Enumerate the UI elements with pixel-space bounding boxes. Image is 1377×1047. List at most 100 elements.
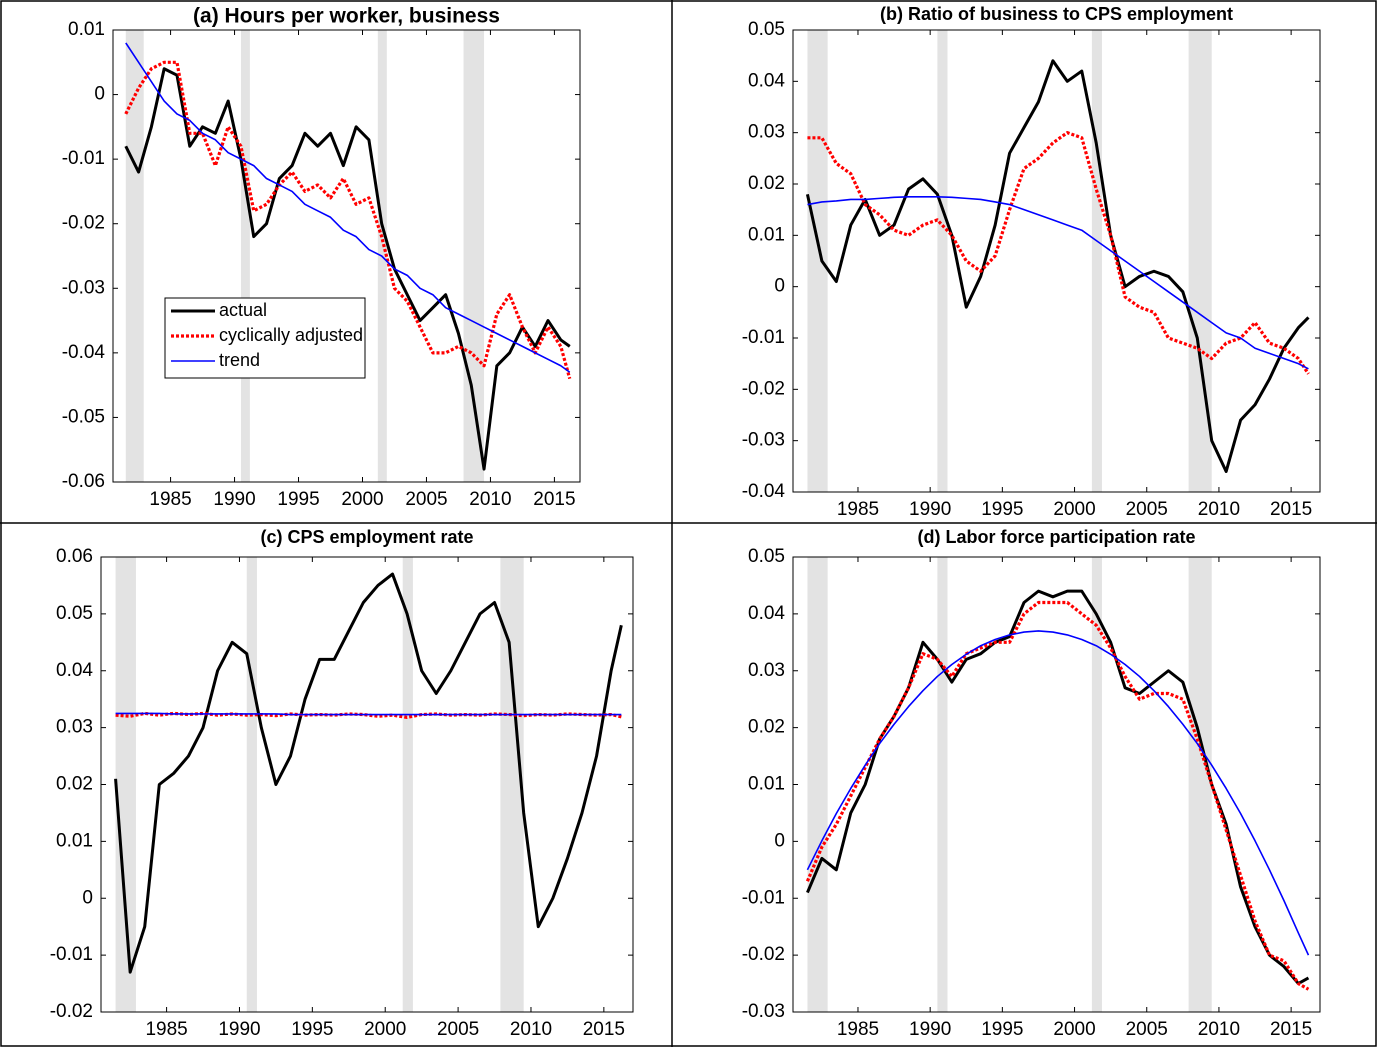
x-tick-label: 2000	[1053, 1019, 1095, 1040]
y-tick-label: 0	[94, 84, 105, 105]
y-tick-label: -0.02	[742, 944, 785, 965]
x-tick-label: 2000	[1053, 499, 1095, 520]
plot-frame	[792, 29, 1321, 493]
recession-band	[807, 30, 828, 492]
y-tick-label: -0.03	[742, 430, 785, 451]
recession-band	[115, 557, 136, 1012]
x-tick-label: 2000	[341, 489, 383, 510]
x-tick-label: 2005	[1126, 1019, 1168, 1040]
y-tick-label: -0.01	[62, 148, 105, 169]
series-line	[807, 196, 1309, 370]
y-tick-label: -0.02	[50, 1001, 93, 1022]
plot-frame	[112, 29, 581, 483]
y-tick-label: 0.05	[56, 603, 93, 624]
plot-frame	[100, 556, 634, 1013]
x-tick-label: 2010	[469, 489, 511, 510]
y-tick-label: 0.05	[748, 546, 785, 567]
legend-label: actual	[219, 300, 267, 320]
recession-band	[246, 557, 257, 1012]
y-tick-label: 0.01	[68, 19, 105, 40]
y-tick-label: -0.04	[62, 342, 106, 363]
chart-title: (b) Ratio of business to CPS employment	[880, 4, 1233, 24]
y-tick-label: -0.06	[62, 471, 105, 492]
y-tick-label: 0.01	[56, 830, 93, 851]
recession-band	[1091, 557, 1102, 1012]
x-tick-label: 2015	[533, 489, 575, 510]
x-tick-label: 2015	[1270, 1019, 1312, 1040]
recession-band	[1091, 30, 1102, 492]
x-tick-label: 1985	[837, 1019, 879, 1040]
chart-title: (a) Hours per worker, business	[193, 5, 500, 28]
x-tick-label: 2005	[437, 1019, 479, 1040]
x-tick-label: 1990	[909, 1019, 951, 1040]
y-tick-label: 0	[774, 276, 785, 297]
y-tick-label: -0.02	[742, 378, 785, 399]
chart-title: (c) CPS employment rate	[260, 527, 473, 547]
recession-band	[240, 30, 250, 482]
y-tick-label: -0.01	[50, 944, 93, 965]
y-tick-label: 0.04	[748, 603, 785, 624]
x-tick-label: 1985	[837, 499, 879, 520]
recession-band	[1188, 30, 1212, 492]
series-line	[115, 712, 622, 716]
recession-band	[937, 30, 948, 492]
y-tick-label: 0.06	[56, 546, 93, 567]
recession-band	[1188, 557, 1212, 1012]
x-tick-label: 1990	[218, 1019, 260, 1040]
y-tick-label: 0.04	[748, 70, 785, 91]
plot-frame	[792, 556, 1321, 1013]
y-tick-label: -0.03	[62, 277, 105, 298]
legend-label: cyclically adjusted	[219, 325, 363, 345]
y-tick-label: -0.05	[62, 406, 105, 427]
x-tick-label: 2010	[1198, 1019, 1240, 1040]
x-tick-label: 2000	[364, 1019, 406, 1040]
series-line	[805, 59, 1310, 473]
chart-title: (d) Labor force participation rate	[917, 527, 1195, 547]
recession-band	[402, 557, 413, 1012]
legend-label: trend	[219, 350, 260, 370]
series-line	[807, 131, 1310, 375]
y-tick-label: -0.02	[62, 213, 105, 234]
y-tick-label: 0.02	[748, 717, 785, 738]
recession-band	[463, 30, 485, 482]
series-line	[124, 67, 571, 471]
y-tick-label: 0.03	[748, 122, 785, 143]
x-tick-label: 1990	[909, 499, 951, 520]
x-tick-label: 1995	[291, 1019, 333, 1040]
x-tick-label: 2010	[510, 1019, 552, 1040]
y-tick-label: -0.01	[742, 327, 785, 348]
y-tick-label: 0.02	[56, 774, 93, 795]
series-line	[806, 630, 1310, 956]
y-tick-label: 0.03	[748, 660, 785, 681]
recession-band	[125, 30, 144, 482]
y-tick-label: 0.01	[748, 774, 785, 795]
x-tick-label: 2005	[405, 489, 447, 510]
y-tick-label: 0.05	[748, 19, 785, 40]
series-line	[125, 42, 571, 373]
x-tick-label: 2015	[1270, 499, 1312, 520]
x-tick-label: 1985	[149, 489, 191, 510]
recession-band	[807, 557, 828, 1012]
y-tick-label: -0.03	[742, 1001, 785, 1022]
recession-band	[500, 557, 524, 1012]
series-line	[805, 600, 1310, 991]
y-tick-label: -0.01	[742, 887, 785, 908]
y-tick-label: 0	[82, 887, 93, 908]
y-tick-label: 0.01	[748, 224, 785, 245]
y-tick-label: -0.04	[742, 481, 786, 502]
x-tick-label: 2015	[583, 1019, 625, 1040]
x-tick-label: 2005	[1126, 499, 1168, 520]
x-tick-label: 1995	[981, 1019, 1023, 1040]
series-line	[114, 572, 623, 974]
series-line	[124, 60, 572, 380]
x-tick-label: 1990	[213, 489, 255, 510]
recession-band	[937, 557, 948, 1012]
x-tick-label: 1995	[981, 499, 1023, 520]
x-tick-label: 1985	[145, 1019, 187, 1040]
x-tick-label: 1995	[277, 489, 319, 510]
y-tick-label: 0	[774, 830, 785, 851]
y-tick-label: 0.04	[56, 660, 93, 681]
y-tick-label: 0.03	[56, 717, 93, 738]
series-line	[806, 589, 1310, 986]
